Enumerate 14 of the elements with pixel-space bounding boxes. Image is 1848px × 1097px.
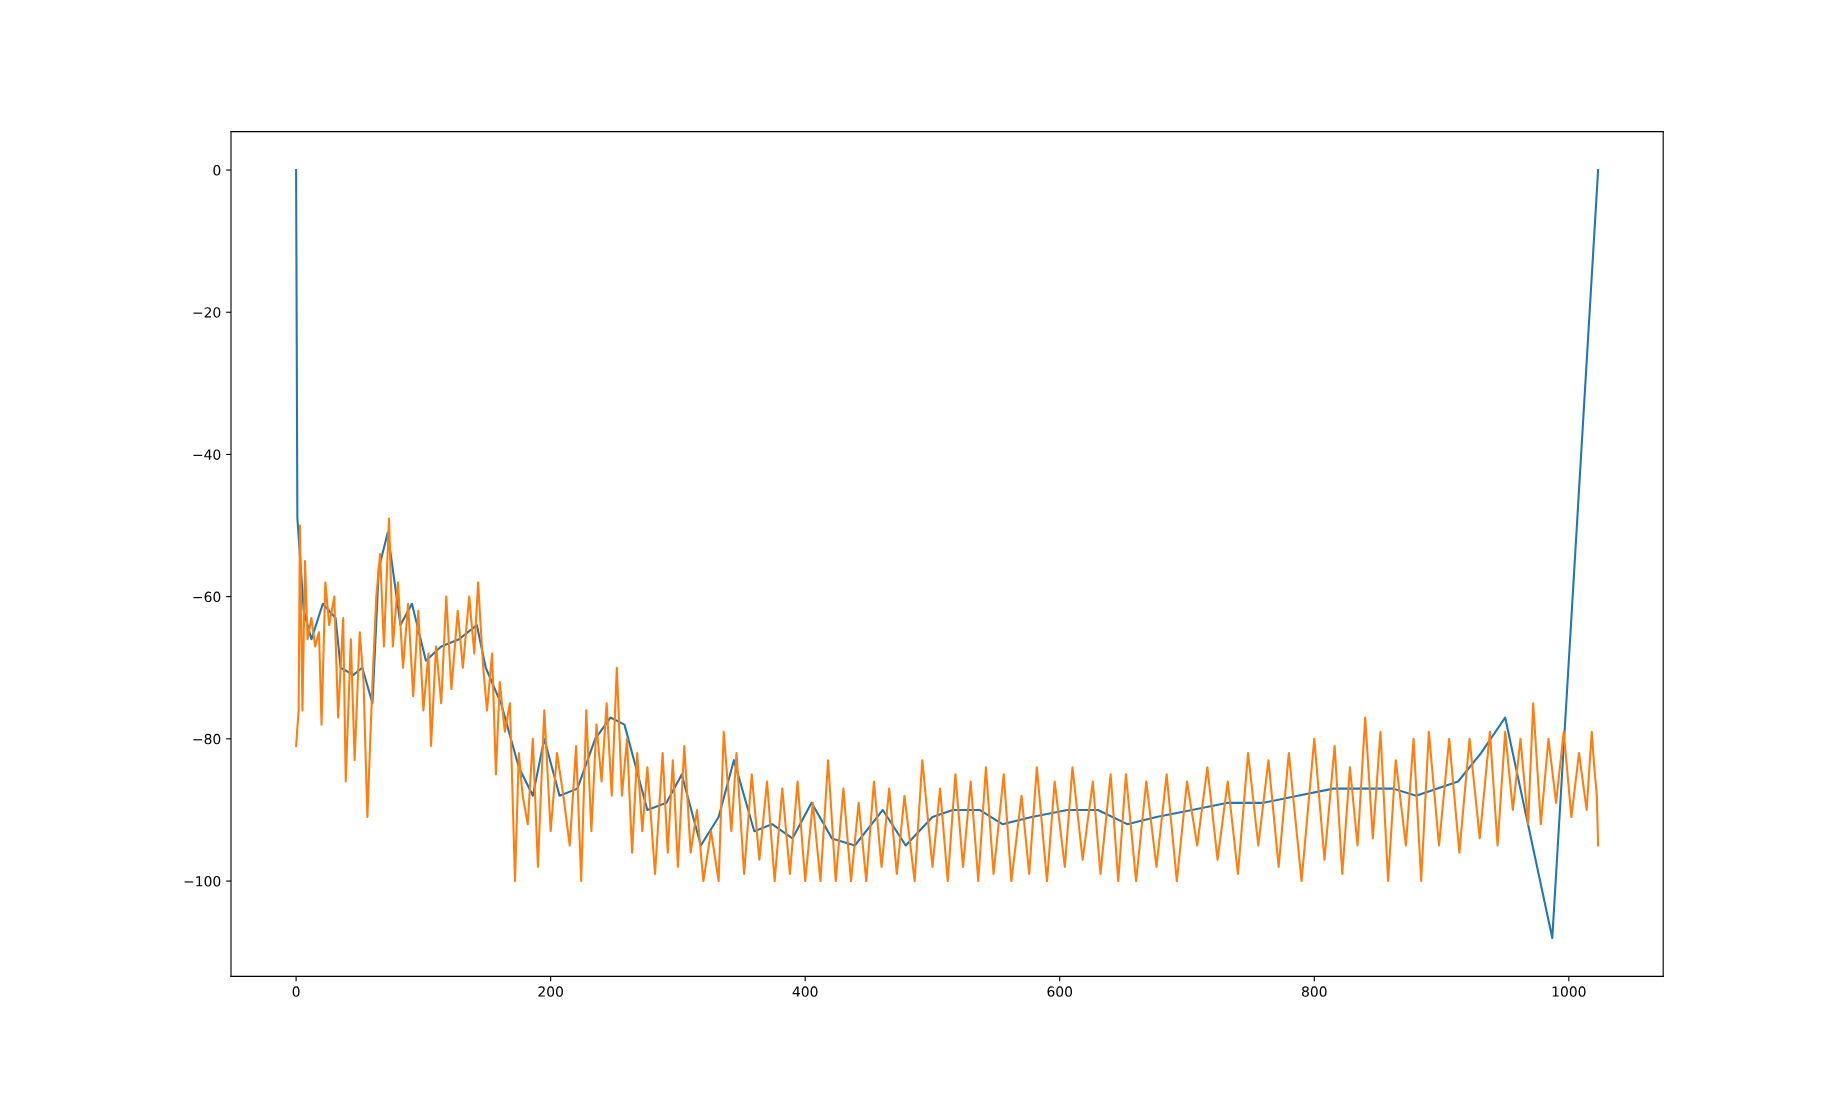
y-tick-label: 0 bbox=[213, 165, 221, 176]
y-tick-label: −80 bbox=[193, 733, 221, 745]
line-series bbox=[295, 517, 1600, 883]
x-tick-label: 600 bbox=[1047, 986, 1073, 997]
line-series bbox=[295, 168, 1600, 939]
x-tick-label: 200 bbox=[538, 986, 563, 997]
x-tick-label: 1000 bbox=[1552, 986, 1586, 997]
y-tick-label: −20 bbox=[193, 307, 221, 318]
y-tick-label: −100 bbox=[184, 876, 221, 887]
y-tick-label: −60 bbox=[193, 591, 221, 603]
x-tick-label: 0 bbox=[292, 986, 300, 997]
x-tick-label: 400 bbox=[792, 986, 818, 997]
y-tick-label: −40 bbox=[193, 449, 221, 460]
x-tick-label: 800 bbox=[1301, 986, 1327, 997]
